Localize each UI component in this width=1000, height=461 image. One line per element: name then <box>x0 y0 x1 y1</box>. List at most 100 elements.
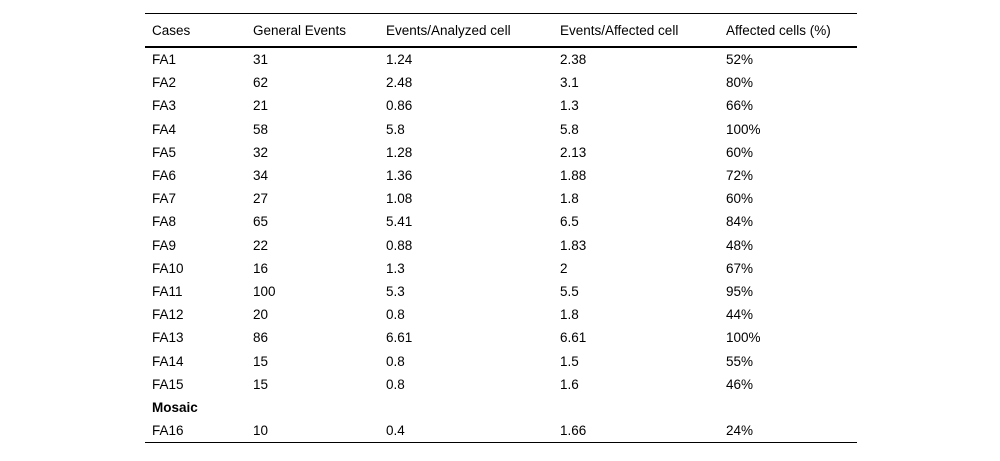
cell-case: FA7 <box>152 191 177 207</box>
table-header: Cases General Events Events/Analyzed cel… <box>145 13 857 48</box>
cell-events-analyzed: 0.4 <box>386 423 405 439</box>
cell-events-analyzed: 6.61 <box>386 330 413 346</box>
table-row: FA10 16 1.3 2 67% <box>145 257 857 280</box>
cell-case: FA9 <box>152 237 177 253</box>
cell-events-affected: 6.5 <box>560 214 579 230</box>
cell-events-affected: 2 <box>560 260 568 276</box>
cell-general-events: 21 <box>253 98 269 114</box>
table-row: FA8 65 5.41 6.5 84% <box>145 210 857 233</box>
cell-general-events <box>246 396 379 419</box>
cell-general-events: 10 <box>253 423 269 439</box>
column-header-general-events: General Events <box>246 13 379 48</box>
cell-affected-pct: 84% <box>726 214 754 230</box>
cell-case: FA1 <box>152 52 177 68</box>
cell-events-affected: 1.66 <box>560 423 587 439</box>
cell-affected-pct: 60% <box>726 191 754 207</box>
table-row: FA2 62 2.48 3.1 80% <box>145 71 857 94</box>
cell-events-affected: 1.83 <box>560 237 587 253</box>
table-row: FA5 32 1.28 2.13 60% <box>145 141 857 164</box>
cell-events-analyzed <box>379 396 553 419</box>
cell-events-analyzed: 0.8 <box>386 353 405 369</box>
cell-events-affected: 1.3 <box>560 98 579 114</box>
cell-case: FA13 <box>152 330 184 346</box>
cell-events-analyzed: 1.3 <box>386 260 405 276</box>
cell-general-events: 32 <box>253 144 269 160</box>
table-row: FA7 27 1.08 1.8 60% <box>145 187 857 210</box>
cell-events-analyzed: 1.28 <box>386 144 413 160</box>
table-body: FA1 31 1.24 2.38 52% FA2 62 2.48 3.1 80% FA3 21 0.86… <box>145 47 857 443</box>
cell-events-analyzed: 1.08 <box>386 191 413 207</box>
cell-affected-pct <box>719 396 857 419</box>
table-row: FA12 20 0.8 1.8 44% <box>145 303 857 326</box>
cell-events-analyzed: 0.88 <box>386 237 413 253</box>
cell-case: FA5 <box>152 144 177 160</box>
cell-general-events: 31 <box>253 52 269 68</box>
column-header-affected-cells-pct: Affected cells (%) <box>719 13 857 48</box>
cell-events-analyzed: 5.41 <box>386 214 413 230</box>
table-row: FA4 58 5.8 5.8 100% <box>145 118 857 141</box>
header-row: Cases General Events Events/Analyzed cel… <box>145 13 857 48</box>
column-header-cases: Cases <box>145 13 246 48</box>
cell-case: FA15 <box>152 376 184 392</box>
table-row: FA16 10 0.4 1.66 24% <box>145 419 857 443</box>
cell-events-affected: 1.6 <box>560 376 579 392</box>
cell-events-analyzed: 5.8 <box>386 121 405 137</box>
cell-affected-pct: 55% <box>726 353 754 369</box>
fa-cases-table-container: Cases General Events Events/Analyzed cel… <box>145 13 857 444</box>
cell-affected-pct: 66% <box>726 98 754 114</box>
cell-affected-pct: 48% <box>726 237 754 253</box>
cell-case: FA12 <box>152 307 184 323</box>
cell-events-affected: 2.13 <box>560 144 587 160</box>
cell-case: FA11 <box>152 283 183 299</box>
cell-affected-pct: 72% <box>726 168 754 184</box>
table-row: FA13 86 6.61 6.61 100% <box>145 326 857 349</box>
cell-affected-pct: 24% <box>726 423 754 439</box>
cell-case: FA14 <box>152 353 184 369</box>
cell-case: FA8 <box>152 214 177 230</box>
cell-events-affected <box>553 396 719 419</box>
cell-case: FA2 <box>152 75 177 91</box>
cell-events-analyzed: 2.48 <box>386 75 413 91</box>
cell-affected-pct: 100% <box>726 330 761 346</box>
cell-affected-pct: 60% <box>726 144 754 160</box>
cell-general-events: 20 <box>253 307 269 323</box>
cell-affected-pct: 67% <box>726 260 754 276</box>
cell-events-affected: 2.38 <box>560 52 587 68</box>
cell-events-analyzed: 0.86 <box>386 98 413 114</box>
cell-general-events: 22 <box>253 237 269 253</box>
cell-affected-pct: 80% <box>726 75 754 91</box>
cell-case: Mosaic <box>152 399 198 415</box>
cell-events-affected: 5.8 <box>560 121 579 137</box>
cell-general-events: 62 <box>253 75 269 91</box>
cell-events-affected: 3.1 <box>560 75 579 91</box>
column-header-events-analyzed-cell: Events/Analyzed cell <box>379 13 553 48</box>
table-row: FA11 100 5.3 5.5 95% <box>145 280 857 303</box>
cell-case: FA4 <box>152 121 177 137</box>
table-row: Mosaic <box>145 396 857 419</box>
cell-general-events: 100 <box>253 283 276 299</box>
cell-affected-pct: 95% <box>726 283 754 299</box>
cell-affected-pct: 100% <box>726 121 761 137</box>
cell-events-affected: 6.61 <box>560 330 587 346</box>
cell-events-affected: 5.5 <box>560 283 579 299</box>
cell-general-events: 65 <box>253 214 269 230</box>
cell-events-affected: 1.5 <box>560 353 579 369</box>
table-row: FA1 31 1.24 2.38 52% <box>145 47 857 71</box>
cell-events-analyzed: 0.8 <box>386 376 405 392</box>
cell-general-events: 34 <box>253 168 269 184</box>
cell-events-affected: 1.8 <box>560 307 579 323</box>
table-row: FA14 15 0.8 1.5 55% <box>145 349 857 372</box>
table-row: FA9 22 0.88 1.83 48% <box>145 234 857 257</box>
cell-events-analyzed: 0.8 <box>386 307 405 323</box>
cell-events-affected: 1.8 <box>560 191 579 207</box>
table-row: FA3 21 0.86 1.3 66% <box>145 94 857 117</box>
cell-case: FA6 <box>152 168 177 184</box>
table-row: FA6 34 1.36 1.88 72% <box>145 164 857 187</box>
cell-general-events: 58 <box>253 121 269 137</box>
cell-general-events: 27 <box>253 191 269 207</box>
cell-affected-pct: 52% <box>726 52 754 68</box>
table-row: FA15 15 0.8 1.6 46% <box>145 373 857 396</box>
cell-events-analyzed: 1.24 <box>386 52 413 68</box>
cell-affected-pct: 46% <box>726 376 754 392</box>
cell-events-analyzed: 1.36 <box>386 168 413 184</box>
